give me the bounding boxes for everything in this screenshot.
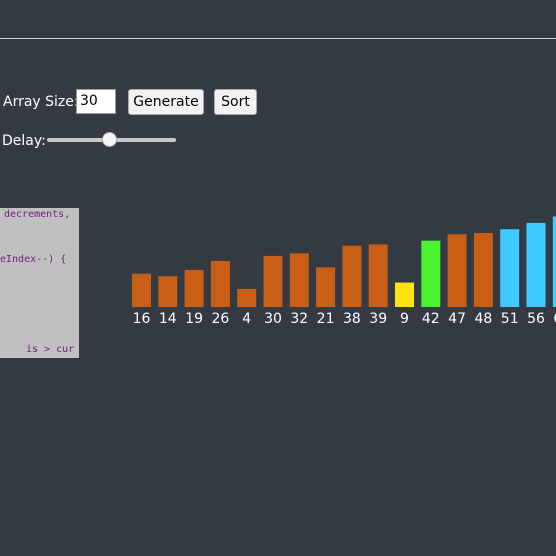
bar [526,222,546,307]
bar-label: 42 [422,311,440,327]
bar-label: 21 [317,311,335,327]
delay-slider-thumb[interactable] [102,132,117,147]
bar-label: 39 [369,311,387,327]
bar [184,269,204,307]
bar-label: 48 [474,311,492,327]
bar-label: 14 [159,311,177,327]
bar [316,267,336,307]
bar-label: 47 [448,311,466,327]
bar [421,240,441,307]
sort-button[interactable]: Sort [214,89,257,115]
bar [210,260,230,307]
bar [500,229,520,307]
bar [368,244,388,307]
code-line: eIndex--) { [0,254,67,265]
bar-label: 38 [343,311,361,327]
bar [395,282,414,307]
bar-label: 4 [242,311,251,327]
bar [552,216,556,307]
bar-label: 51 [501,311,519,327]
code-line: is > cur [26,344,75,355]
bar [342,245,362,307]
bar [447,234,467,307]
generate-button[interactable]: Generate [128,89,204,115]
bar [263,255,283,307]
code-panel: decrements, eIndex--) { is > cur [0,208,79,358]
bar-label: 19 [185,311,203,327]
bar-label: 9 [400,311,409,327]
array-size-label: Array Size: [3,94,79,110]
bar-label: 56 [527,311,545,327]
bar [158,276,178,307]
bar [289,253,309,307]
bar [237,288,257,307]
code-line: decrements, [4,209,71,220]
bar [473,233,493,307]
bar-label: 26 [211,311,229,327]
bar-label: 30 [264,311,282,327]
bar [132,273,151,307]
bar-label: 32 [290,311,308,327]
bar-label: 61 [553,311,556,327]
top-rule [0,38,556,39]
delay-label: Delay: [2,133,46,149]
bar-label: 16 [133,311,151,327]
array-size-input[interactable]: 30 [76,89,116,114]
